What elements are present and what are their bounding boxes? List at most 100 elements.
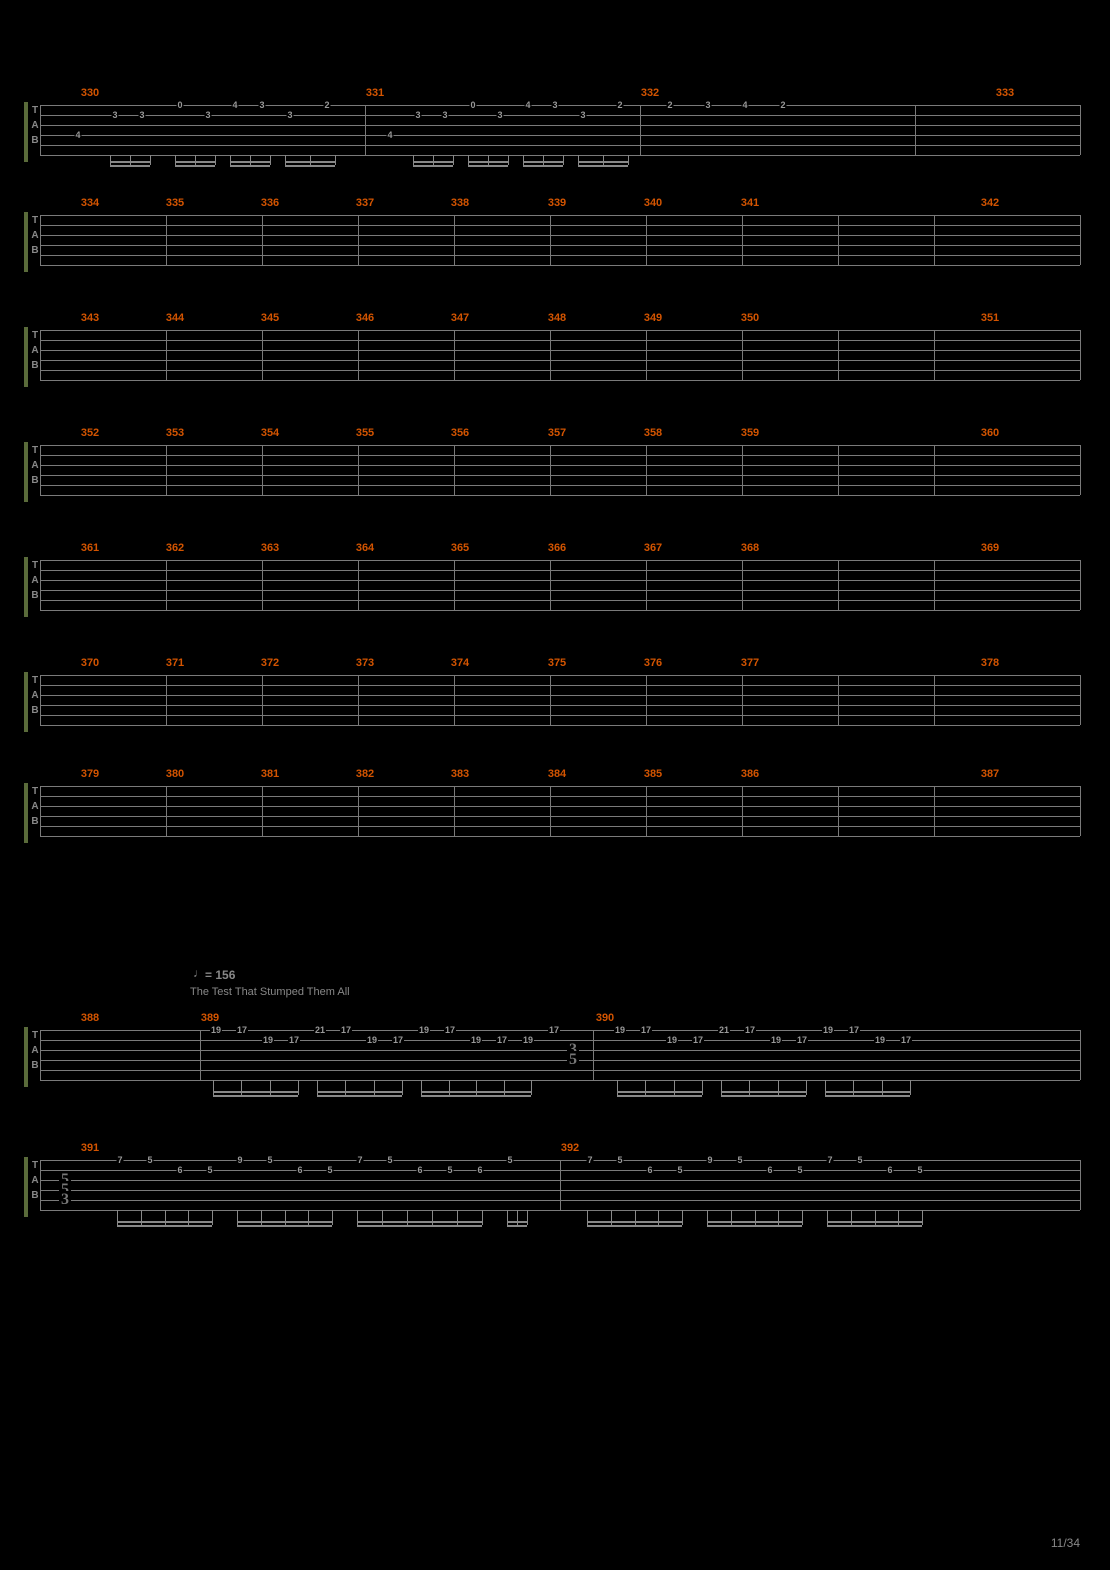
fret-number: 4 xyxy=(386,130,393,140)
fret-number: 5 xyxy=(146,1155,153,1165)
tab-system: TAB379380381382383384385386387 xyxy=(30,770,1080,830)
measure-number: 352 xyxy=(81,427,99,439)
fret-number: 6 xyxy=(296,1165,303,1175)
fret-number: 19 xyxy=(210,1025,222,1035)
measure-number: 330 xyxy=(81,87,99,99)
measure-number: 361 xyxy=(81,542,99,554)
fret-number: 17 xyxy=(692,1035,704,1045)
measure-number: 346 xyxy=(356,312,374,324)
fret-number: 2 xyxy=(323,100,330,110)
fret-number: 5 xyxy=(206,1165,213,1175)
measure-number: 376 xyxy=(644,657,662,669)
fret-number: 3 xyxy=(551,100,558,110)
fret-number: 21 xyxy=(314,1025,326,1035)
measure-number: 363 xyxy=(261,542,279,554)
measure-number: 389 xyxy=(201,1012,219,1024)
fret-number: 5 xyxy=(326,1165,333,1175)
fret-number: 19 xyxy=(470,1035,482,1045)
tab-system: TAB361362363364365366367368369 xyxy=(30,540,1080,610)
fret-number: 3 xyxy=(204,110,211,120)
measure-number: 379 xyxy=(81,768,99,780)
measure-number: 360 xyxy=(981,427,999,439)
fret-number: 5 xyxy=(916,1165,923,1175)
fret-number: 0 xyxy=(176,100,183,110)
fret-number: 4 xyxy=(741,100,748,110)
fret-number: 17 xyxy=(796,1035,808,1045)
fret-number: 6 xyxy=(886,1165,893,1175)
tab-system: TAB352353354355356357358359360 xyxy=(30,425,1080,495)
measure-number: 364 xyxy=(356,542,374,554)
measure-number: 375 xyxy=(548,657,566,669)
measure-number: 348 xyxy=(548,312,566,324)
fret-number: 6 xyxy=(476,1165,483,1175)
fret-number: 9 xyxy=(236,1155,243,1165)
fret-number: 19 xyxy=(822,1025,834,1035)
fret-number: 7 xyxy=(116,1155,123,1165)
fret-number: 2 xyxy=(616,100,623,110)
measure-number: 371 xyxy=(166,657,184,669)
fret-number: 19 xyxy=(770,1035,782,1045)
measure-number: 381 xyxy=(261,768,279,780)
measure-number: 332 xyxy=(641,87,659,99)
measure-number: 336 xyxy=(261,197,279,209)
fret-number: 19 xyxy=(614,1025,626,1035)
fret-number: 5 xyxy=(796,1165,803,1175)
measure-number: 331 xyxy=(366,87,384,99)
page-number: 11/34 xyxy=(1051,1536,1080,1550)
fret-number: 4 xyxy=(524,100,531,110)
tab-system: TAB370371372373374375376377378 xyxy=(30,655,1080,725)
fret-number: 7 xyxy=(586,1155,593,1165)
fret-number: 17 xyxy=(288,1035,300,1045)
measure-number: 385 xyxy=(644,768,662,780)
measure-number: 350 xyxy=(741,312,759,324)
measure-number: 380 xyxy=(166,768,184,780)
measure-number: 354 xyxy=(261,427,279,439)
fret-number: 19 xyxy=(874,1035,886,1045)
fret-number: 4 xyxy=(74,130,81,140)
fret-number: 17 xyxy=(444,1025,456,1035)
measure-number: 341 xyxy=(741,197,759,209)
fret-number: 3 xyxy=(138,110,145,120)
fret-number: 19 xyxy=(418,1025,430,1035)
measure-number: 347 xyxy=(451,312,469,324)
measure-number: 378 xyxy=(981,657,999,669)
measure-number: 366 xyxy=(548,542,566,554)
tab-system: TAB3303313323334330343324330343322342 xyxy=(30,85,1080,165)
measure-number: 367 xyxy=(644,542,662,554)
measure-number: 353 xyxy=(166,427,184,439)
measure-number: 368 xyxy=(741,542,759,554)
measure-number: 390 xyxy=(596,1012,614,1024)
measure-number: 387 xyxy=(981,768,999,780)
measure-number: 369 xyxy=(981,542,999,554)
fret-number: 3 xyxy=(441,110,448,120)
measure-number: 374 xyxy=(451,657,469,669)
fret-number: 17 xyxy=(392,1035,404,1045)
measure-number: 372 xyxy=(261,657,279,669)
fret-number: 5 xyxy=(856,1155,863,1165)
fret-number: 5 xyxy=(446,1165,453,1175)
fret-number: 17 xyxy=(640,1025,652,1035)
fret-number: 5 xyxy=(506,1155,513,1165)
fret-number: 5 xyxy=(567,1051,579,1069)
fret-number: 17 xyxy=(496,1035,508,1045)
fret-number: 5 xyxy=(266,1155,273,1165)
fret-number: 17 xyxy=(900,1035,912,1045)
fret-number: 7 xyxy=(356,1155,363,1165)
measure-number: 382 xyxy=(356,768,374,780)
tab-system: TAB334335336337338339340341342 xyxy=(30,195,1080,265)
fret-number: 2 xyxy=(666,100,673,110)
fret-number: 17 xyxy=(848,1025,860,1035)
measure-number: 373 xyxy=(356,657,374,669)
measure-number: 334 xyxy=(81,197,99,209)
tab-page: ～～～～～～～～～～～～～～～～～～～～～～～～～～～～～～～～～～～～～～～～… xyxy=(0,0,1110,1570)
measure-number: 370 xyxy=(81,657,99,669)
fret-number: 6 xyxy=(416,1165,423,1175)
fret-number: 3 xyxy=(286,110,293,120)
fret-number: 5 xyxy=(386,1155,393,1165)
fret-number: 5 xyxy=(616,1155,623,1165)
tab-system: TAB3883893901917191721171917191719171917… xyxy=(30,1010,1080,1100)
fret-number: 5 xyxy=(736,1155,743,1165)
measure-number: 383 xyxy=(451,768,469,780)
measure-number: 343 xyxy=(81,312,99,324)
fret-number: 4 xyxy=(231,100,238,110)
